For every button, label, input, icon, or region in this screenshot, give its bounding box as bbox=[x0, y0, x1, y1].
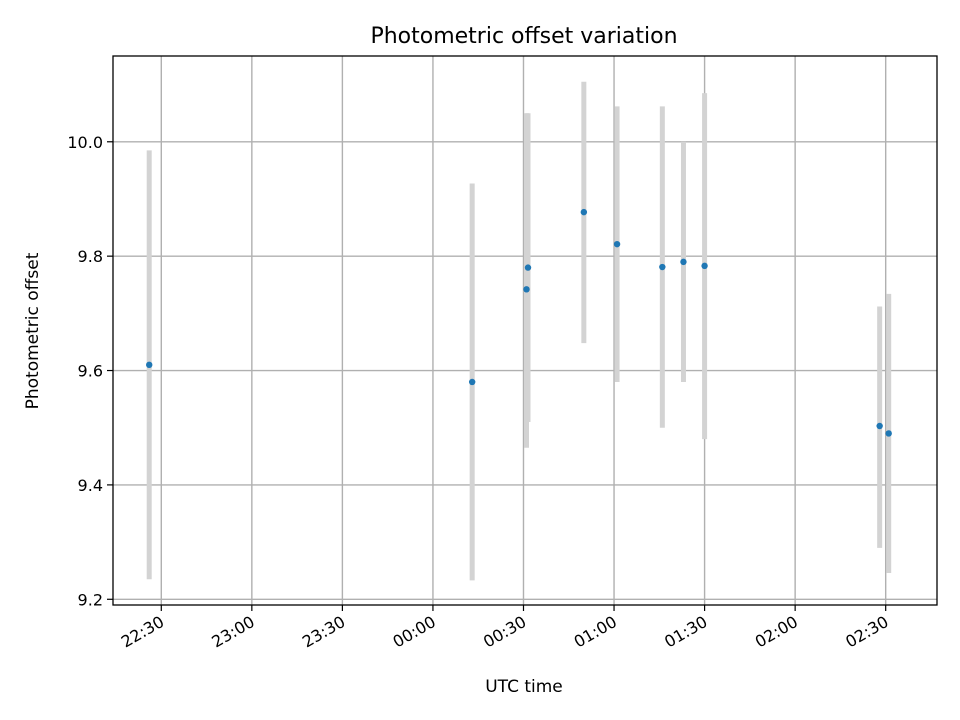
data-point bbox=[580, 208, 588, 216]
x-tick-label: 23:30 bbox=[299, 612, 348, 652]
y-tick-label: 9.2 bbox=[78, 590, 103, 609]
x-axis: 22:30 23:00 23:30 00:00 00:30 01:00 01:30 02:00… bbox=[118, 605, 892, 652]
y-tick-label: 9.4 bbox=[78, 476, 103, 495]
x-tick-label: 22:30 bbox=[118, 612, 167, 652]
x-tick-label: 02:30 bbox=[842, 612, 891, 652]
x-axis-label: UTC time bbox=[485, 677, 563, 697]
data-point bbox=[468, 378, 476, 386]
x-tick-label: 01:00 bbox=[571, 612, 620, 652]
x-tick-label: 01:30 bbox=[661, 612, 710, 652]
y-tick-label: 9.6 bbox=[78, 362, 103, 381]
x-tick-label: 02:00 bbox=[752, 612, 801, 652]
chart-title: Photometric offset variation bbox=[370, 24, 677, 49]
error-bars bbox=[146, 81, 892, 581]
data-points bbox=[146, 208, 892, 437]
data-point bbox=[146, 361, 153, 369]
data-point bbox=[523, 286, 530, 293]
data-point bbox=[680, 258, 687, 266]
data-point bbox=[659, 263, 666, 271]
x-tick-label: 00:00 bbox=[390, 612, 439, 652]
y-tick-label: 9.8 bbox=[78, 247, 103, 266]
y-axis-label: Photometric offset bbox=[23, 252, 43, 409]
y-tick-label: 10.0 bbox=[67, 133, 103, 152]
plot-frame bbox=[112, 55, 938, 606]
x-tick-label: 00:30 bbox=[480, 612, 529, 652]
data-point bbox=[885, 430, 892, 437]
y-axis: 9.2 9.4 9.6 9.8 10.0 bbox=[67, 133, 113, 609]
data-point bbox=[524, 264, 532, 271]
data-point bbox=[876, 422, 883, 430]
data-point bbox=[701, 262, 708, 270]
data-point bbox=[613, 240, 621, 248]
x-tick-label: 23:00 bbox=[208, 612, 257, 652]
